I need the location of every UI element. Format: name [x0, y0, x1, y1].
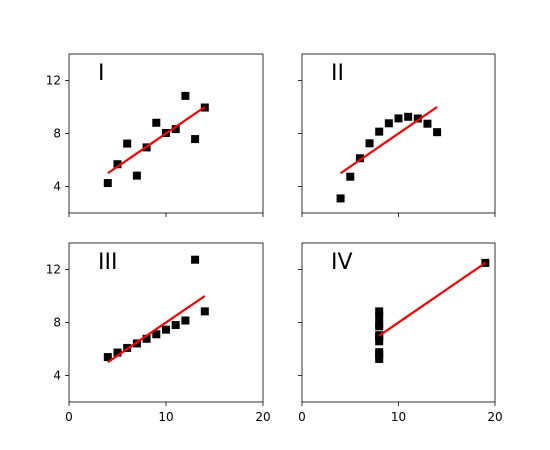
data-point: [423, 119, 432, 128]
y-tick-label: 12: [46, 74, 61, 88]
data-point: [132, 171, 141, 180]
data-point: [191, 135, 200, 144]
data-point: [171, 125, 180, 134]
y-tick-label: 4: [53, 180, 61, 194]
data-point: [384, 119, 393, 128]
y-tick-label: 8: [53, 316, 61, 330]
panel-title: II: [331, 61, 344, 86]
data-point: [346, 172, 355, 181]
data-point: [375, 127, 384, 136]
panel-1: 4 8 12 I: [46, 53, 264, 217]
y-tick-label: 8: [53, 127, 61, 141]
data-point: [375, 354, 384, 363]
data-point: [200, 307, 209, 316]
y-tick-label: 4: [53, 369, 61, 383]
data-point: [113, 160, 122, 169]
data-point: [413, 114, 422, 123]
data-point: [152, 330, 161, 339]
data-point: [355, 154, 364, 163]
data-point: [375, 307, 384, 316]
data-point: [191, 255, 200, 264]
data-point: [103, 353, 112, 362]
panel-3: 0 10 20 4 8 12 III: [46, 242, 271, 424]
y-tick-label: 12: [46, 263, 61, 277]
data-point: [375, 350, 384, 359]
x-tick-label: 0: [298, 410, 306, 424]
data-point: [181, 316, 190, 325]
data-point: [181, 91, 190, 100]
data-point: [336, 194, 345, 203]
data-point: [171, 321, 180, 330]
data-point: [375, 333, 384, 342]
panel-frame: [68, 53, 264, 214]
data-point: [365, 139, 374, 148]
panel-frame: [301, 242, 496, 403]
data-point: [375, 337, 384, 346]
x-tick-label: 20: [255, 410, 270, 424]
data-point: [375, 312, 384, 321]
regression-line: [339, 106, 438, 175]
panel-title: I: [98, 61, 105, 86]
panel-title: III: [98, 250, 117, 275]
data-point: [103, 179, 112, 188]
x-tick-label: 0: [65, 410, 73, 424]
panel-frame: [68, 242, 264, 403]
data-point: [394, 114, 403, 123]
panel-title: IV: [331, 250, 353, 275]
data-point: [375, 319, 384, 328]
regression-line: [107, 106, 206, 175]
panel-4: 0 10 20 IV: [298, 242, 503, 424]
data-point: [113, 348, 122, 357]
panel-2: II: [298, 53, 496, 217]
x-tick-label: 10: [391, 410, 406, 424]
x-tick-label: 10: [158, 410, 173, 424]
data-point: [404, 112, 413, 121]
data-point: [142, 334, 151, 343]
data-point: [162, 325, 170, 334]
data-point: [433, 128, 442, 137]
panel-frame: [301, 53, 496, 214]
regression-line: [378, 261, 486, 337]
x-tick-label: 20: [487, 410, 502, 424]
regression-line: [107, 295, 206, 364]
data-point: [123, 139, 132, 148]
data-point: [152, 118, 161, 127]
